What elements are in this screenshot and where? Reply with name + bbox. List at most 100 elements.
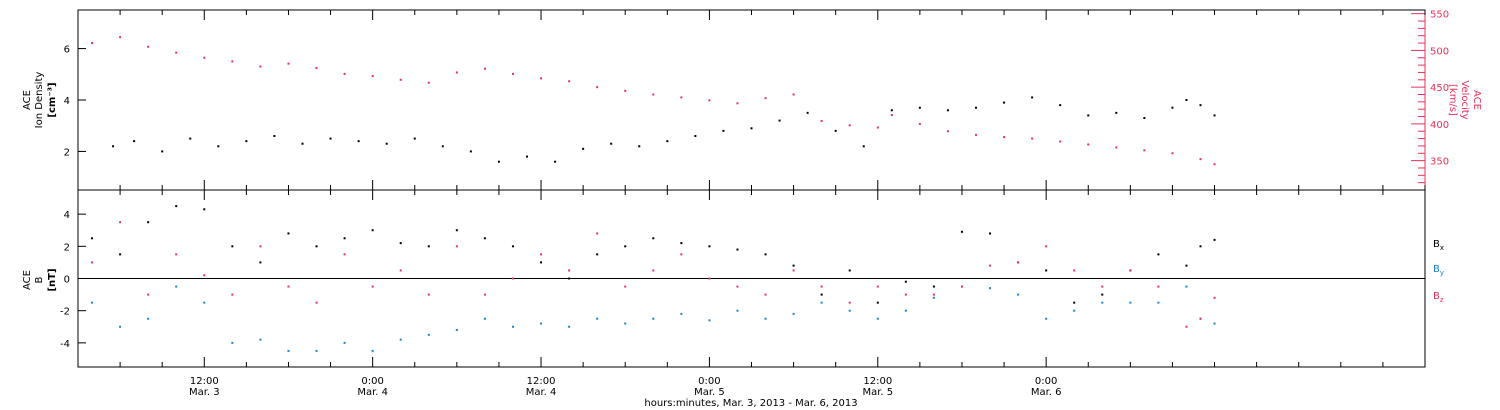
bz-point	[455, 245, 458, 248]
velocity-point	[1003, 136, 1006, 139]
by-point	[596, 317, 599, 320]
density-tick-label: 2	[64, 147, 70, 158]
density-point	[329, 137, 332, 140]
density-point	[217, 145, 220, 148]
velocity-ylabel-line1: ACE	[1471, 90, 1482, 110]
by-point	[568, 325, 571, 328]
bz-point	[1045, 245, 1048, 248]
density-velocity-panel: 2 4 6 350 400 450 500 550 ACE Ion Density [cm⁻…	[22, 9, 1482, 191]
density-point	[526, 155, 528, 158]
bz-point	[1101, 285, 1104, 288]
by-point	[231, 341, 234, 344]
bz-point	[91, 261, 94, 264]
top-panel-frame	[77, 9, 1426, 191]
density-axis-ticks: 2 4 6	[64, 45, 86, 158]
velocity-point	[427, 81, 430, 84]
bx-point	[652, 237, 655, 240]
by-point	[343, 341, 346, 344]
by-point	[147, 317, 150, 320]
bz-point	[680, 253, 683, 256]
velocity-point	[455, 71, 458, 74]
bz-point	[203, 274, 206, 277]
velocity-point	[708, 99, 711, 102]
bx-point	[231, 245, 234, 248]
bx-point	[932, 285, 935, 288]
density-point	[1143, 117, 1146, 119]
velocity-point	[1143, 149, 1146, 152]
bz-point	[1185, 325, 1188, 328]
density-tick-label: 6	[64, 45, 70, 56]
velocity-point	[652, 93, 655, 96]
velocity-point	[540, 77, 543, 80]
velocity-point	[1171, 152, 1174, 155]
density-point	[1059, 104, 1062, 107]
bx-point	[1213, 238, 1216, 241]
by-point	[989, 287, 992, 290]
bx-point	[399, 242, 402, 245]
time-tick-label: 0:00	[361, 376, 383, 387]
bz-point	[259, 245, 262, 248]
time-tick-label: 0:00	[1035, 376, 1057, 387]
density-tick-label: 4	[64, 96, 70, 107]
density-velocity-points	[91, 36, 1216, 166]
by-point	[315, 349, 318, 352]
x-axis-title: hours:minutes, Mar. 3, 2013 - Mar. 6, 20…	[644, 398, 857, 409]
bx-point	[1199, 245, 1202, 248]
by-point	[483, 317, 486, 320]
bz-point	[1017, 261, 1020, 264]
b-tick-label: 4	[64, 210, 70, 221]
bx-point	[904, 280, 907, 283]
bz-point	[624, 285, 627, 288]
bx-point	[343, 237, 346, 240]
density-point	[694, 135, 697, 137]
density-point	[1115, 111, 1118, 114]
by-point	[119, 325, 122, 328]
density-point	[112, 145, 115, 148]
density-point	[161, 150, 164, 153]
magnetic-field-points	[91, 205, 1216, 352]
by-point	[287, 349, 290, 352]
by-point	[820, 301, 823, 304]
bx-point	[1185, 264, 1188, 267]
velocity-point	[1199, 158, 1202, 161]
density-point	[245, 140, 248, 143]
bx-point	[540, 261, 543, 264]
bz-point	[876, 285, 879, 288]
b-axis-ticks: -4 -2 0 2 4	[60, 210, 86, 350]
legend: Bx By Bz	[1433, 239, 1444, 304]
bx-point	[848, 269, 851, 272]
bx-point	[287, 232, 290, 235]
bx-point	[203, 208, 206, 211]
velocity-point	[918, 122, 921, 125]
bz-point	[932, 293, 935, 296]
density-point	[133, 140, 136, 143]
by-point	[511, 325, 514, 328]
density-point	[273, 135, 276, 137]
time-tick-label: 0:00	[698, 376, 720, 387]
velocity-point	[287, 62, 290, 65]
bz-point	[1157, 285, 1160, 288]
density-ylabel-line3: [cm⁻³]	[47, 82, 58, 117]
by-point	[259, 338, 262, 341]
velocity-tick-label: 500	[1430, 46, 1449, 57]
velocity-point	[975, 133, 977, 136]
bz-point	[287, 285, 290, 288]
density-point	[441, 145, 444, 148]
by-point	[792, 312, 795, 315]
b-ylabel-line2: B	[34, 276, 45, 283]
bx-point	[91, 237, 94, 240]
bx-point	[1045, 269, 1048, 272]
legend-by: By	[1433, 264, 1444, 277]
bz-point	[989, 264, 992, 267]
by-point	[1129, 301, 1132, 304]
density-point	[666, 140, 669, 143]
bx-point	[511, 245, 514, 248]
bx-point	[624, 245, 627, 248]
bx-point	[568, 277, 571, 280]
bx-point	[1073, 301, 1076, 304]
velocity-point	[1213, 163, 1216, 166]
bz-point	[568, 269, 571, 272]
velocity-point	[119, 36, 122, 39]
bx-point	[175, 205, 178, 208]
